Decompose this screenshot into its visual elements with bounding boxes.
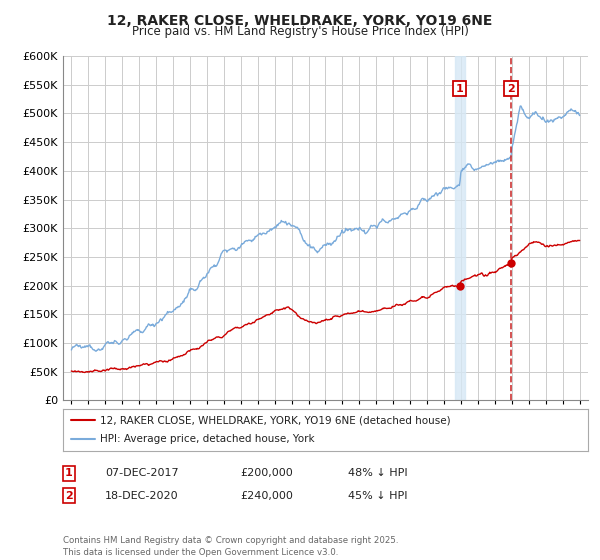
Text: £240,000: £240,000 [240,491,293,501]
Text: £200,000: £200,000 [240,468,293,478]
Text: Contains HM Land Registry data © Crown copyright and database right 2025.
This d: Contains HM Land Registry data © Crown c… [63,536,398,557]
Text: 48% ↓ HPI: 48% ↓ HPI [348,468,407,478]
Text: Price paid vs. HM Land Registry's House Price Index (HPI): Price paid vs. HM Land Registry's House … [131,25,469,38]
Text: 1: 1 [456,83,464,94]
Text: 12, RAKER CLOSE, WHELDRAKE, YORK, YO19 6NE: 12, RAKER CLOSE, WHELDRAKE, YORK, YO19 6… [107,14,493,28]
Text: 2: 2 [507,83,515,94]
Text: 2: 2 [65,491,73,501]
Text: 1: 1 [65,468,73,478]
Text: 45% ↓ HPI: 45% ↓ HPI [348,491,407,501]
Text: 12, RAKER CLOSE, WHELDRAKE, YORK, YO19 6NE (detached house): 12, RAKER CLOSE, WHELDRAKE, YORK, YO19 6… [100,415,451,425]
Text: HPI: Average price, detached house, York: HPI: Average price, detached house, York [100,435,314,445]
Text: 18-DEC-2020: 18-DEC-2020 [105,491,179,501]
Text: 07-DEC-2017: 07-DEC-2017 [105,468,179,478]
Bar [455,56,465,400]
